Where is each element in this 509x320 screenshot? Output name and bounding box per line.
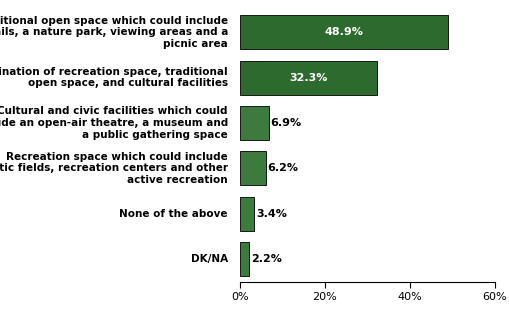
Text: 48.9%: 48.9%: [324, 27, 362, 37]
Text: 2.2%: 2.2%: [250, 254, 281, 264]
Bar: [239, 106, 269, 140]
Bar: [239, 242, 248, 276]
Bar: [239, 60, 376, 95]
Bar: [239, 15, 447, 49]
Text: 32.3%: 32.3%: [289, 73, 327, 83]
Text: 6.9%: 6.9%: [270, 118, 301, 128]
Bar: [239, 196, 253, 231]
Text: 6.2%: 6.2%: [267, 163, 298, 173]
Text: 3.4%: 3.4%: [256, 209, 286, 219]
Bar: [239, 151, 266, 185]
